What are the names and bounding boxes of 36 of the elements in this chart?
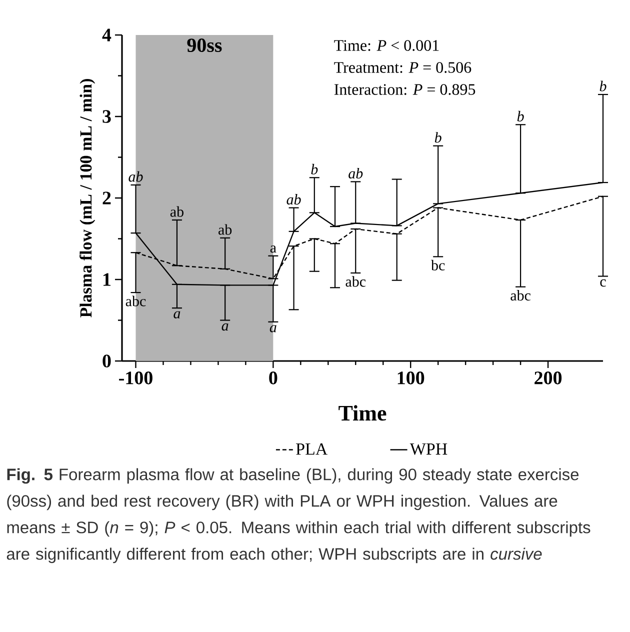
y-tick-label: 2: [102, 192, 111, 204]
x-tick-label: 0: [269, 372, 278, 384]
annotation: ab: [170, 206, 184, 217]
annotation: ab: [348, 168, 363, 179]
annotation: bc: [431, 260, 445, 270]
annotation: abc: [510, 290, 530, 301]
annotation: b: [311, 164, 318, 174]
band-label: 90ss: [187, 38, 222, 52]
annotation: ab: [128, 171, 143, 182]
annotation: a: [270, 245, 276, 253]
annotation: abc: [346, 276, 366, 287]
annotation: abc: [126, 296, 146, 306]
annotation: c: [600, 279, 606, 287]
annotation: b: [600, 80, 606, 92]
annotation: Treatment: P = 0.506: [334, 62, 472, 73]
x-tick-label: -100: [119, 372, 152, 384]
annotation: ab: [286, 194, 301, 205]
y-tick-label: 1: [103, 273, 110, 286]
text: Fig. 5 Forearm plasma flow at baseline (BL), during 90 steady state exercise (90ss) and bed rest recovery (BR) with PLA or WPH ingestion. Values are means ± SD (n = 9); P < 0.05. Means within each trial with different subscripts are significantly different from each other; WPH subscripts are in cursive: [6, 468, 590, 564]
annotation: ab: [218, 224, 232, 235]
y-tick-label: 3: [102, 110, 111, 123]
annotation: a: [270, 325, 276, 332]
x-axis-title: Time: [338, 405, 386, 421]
y-tick-label: 0: [102, 354, 111, 368]
legend-label: PLA: [296, 443, 328, 455]
annotation: a: [222, 323, 228, 331]
annotation: b: [434, 132, 442, 143]
annotation: a: [174, 311, 180, 318]
y-tick-label: 4: [102, 28, 112, 42]
annotation: b: [517, 110, 524, 122]
x-tick-label: 200: [534, 372, 562, 384]
x-tick-label: 100: [398, 372, 424, 384]
annotation: Time: P < 0.001: [334, 40, 439, 51]
annotation: Interaction: P = 0.895: [334, 84, 476, 95]
y-axis-title: Plasma flow (mL / 100 mL / min): [80, 79, 96, 318]
legend-label: WPH: [410, 443, 448, 455]
